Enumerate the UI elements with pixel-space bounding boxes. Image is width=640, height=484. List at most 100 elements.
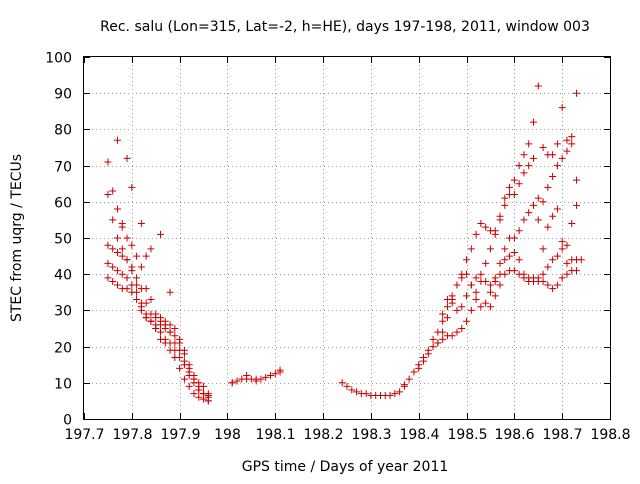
- data-point: [539, 144, 547, 151]
- data-point: [553, 162, 561, 170]
- data-point: [266, 372, 274, 380]
- data-point: [137, 285, 145, 293]
- data-point: [157, 321, 165, 329]
- data-point: [525, 277, 533, 285]
- data-point: [113, 234, 121, 242]
- data-point: [563, 270, 571, 278]
- x-tick-label: 198.3: [351, 427, 391, 443]
- data-point: [463, 317, 471, 325]
- data-point: [467, 245, 475, 253]
- data-point: [577, 256, 585, 264]
- x-tick-label: 198.4: [399, 427, 439, 443]
- data-point: [563, 147, 571, 155]
- data-point: [544, 281, 552, 289]
- data-point: [128, 241, 136, 249]
- data-point: [549, 256, 557, 264]
- series-arc-late-4: [439, 245, 581, 318]
- data-point: [109, 216, 117, 224]
- data-point: [137, 263, 145, 271]
- data-point: [429, 335, 437, 343]
- data-point: [510, 248, 518, 256]
- data-point: [133, 296, 141, 304]
- data-point: [553, 281, 561, 289]
- data-point: [539, 245, 547, 253]
- data-point: [128, 263, 136, 271]
- data-point: [558, 274, 566, 282]
- data-point: [343, 382, 351, 390]
- data-point: [563, 136, 571, 144]
- data-point: [118, 223, 126, 231]
- data-point: [252, 377, 260, 385]
- data-point: [113, 267, 121, 275]
- data-point: [549, 151, 557, 159]
- data-point: [525, 162, 533, 170]
- data-point: [525, 140, 533, 148]
- data-point: [161, 335, 169, 343]
- data-point: [104, 241, 112, 249]
- series-arc-5: [104, 274, 212, 405]
- x-tick-label: 198: [214, 427, 241, 443]
- data-point: [439, 335, 447, 343]
- chart-title: Rec. salu (Lon=315, Lat=-2, h=HE), days …: [100, 19, 590, 35]
- data-point: [501, 201, 509, 209]
- data-point: [515, 162, 523, 170]
- data-point: [353, 388, 361, 396]
- data-point: [472, 230, 480, 238]
- data-point: [257, 375, 265, 383]
- data-point: [486, 303, 494, 311]
- data-point: [549, 212, 557, 220]
- data-point: [118, 270, 126, 278]
- data-point: [405, 375, 413, 383]
- data-point: [482, 299, 490, 307]
- data-point: [195, 393, 203, 401]
- data-point: [133, 252, 141, 260]
- data-point: [520, 274, 528, 282]
- data-point: [553, 140, 561, 148]
- data-point: [486, 245, 494, 253]
- data-point: [104, 259, 112, 267]
- data-point: [544, 223, 552, 231]
- data-point: [386, 391, 394, 399]
- data-point: [147, 245, 155, 253]
- x-tick-label: 197.9: [160, 427, 200, 443]
- data-point: [563, 259, 571, 267]
- data-point: [137, 306, 145, 314]
- data-point: [496, 281, 504, 289]
- data-point: [558, 238, 566, 246]
- data-point: [568, 133, 576, 141]
- points-layer: [104, 82, 585, 405]
- data-point: [477, 220, 485, 228]
- data-point: [439, 310, 447, 318]
- data-point: [123, 154, 131, 162]
- data-point: [104, 158, 112, 166]
- data-point: [147, 317, 155, 325]
- data-point: [400, 381, 408, 389]
- data-point: [200, 382, 208, 390]
- data-point: [185, 382, 193, 390]
- data-point: [109, 187, 117, 195]
- data-point: [118, 252, 126, 260]
- data-point: [515, 256, 523, 264]
- data-point: [176, 353, 184, 361]
- data-point: [415, 364, 423, 372]
- data-point: [482, 259, 490, 267]
- data-point: [558, 245, 566, 253]
- data-point: [166, 321, 174, 329]
- data-point: [534, 82, 542, 90]
- data-point: [467, 281, 475, 289]
- data-point: [362, 390, 370, 398]
- series-arc-late-1: [400, 82, 581, 389]
- data-point: [185, 364, 193, 372]
- plot-frame: [83, 56, 611, 420]
- data-point: [128, 281, 136, 289]
- data-point: [176, 339, 184, 347]
- data-point: [424, 350, 432, 358]
- data-point: [118, 245, 126, 253]
- y-tick-label: 80: [54, 123, 72, 139]
- x-tick-label: 198.7: [542, 427, 582, 443]
- data-point: [166, 288, 174, 296]
- data-point: [506, 183, 514, 191]
- data-point: [544, 263, 552, 271]
